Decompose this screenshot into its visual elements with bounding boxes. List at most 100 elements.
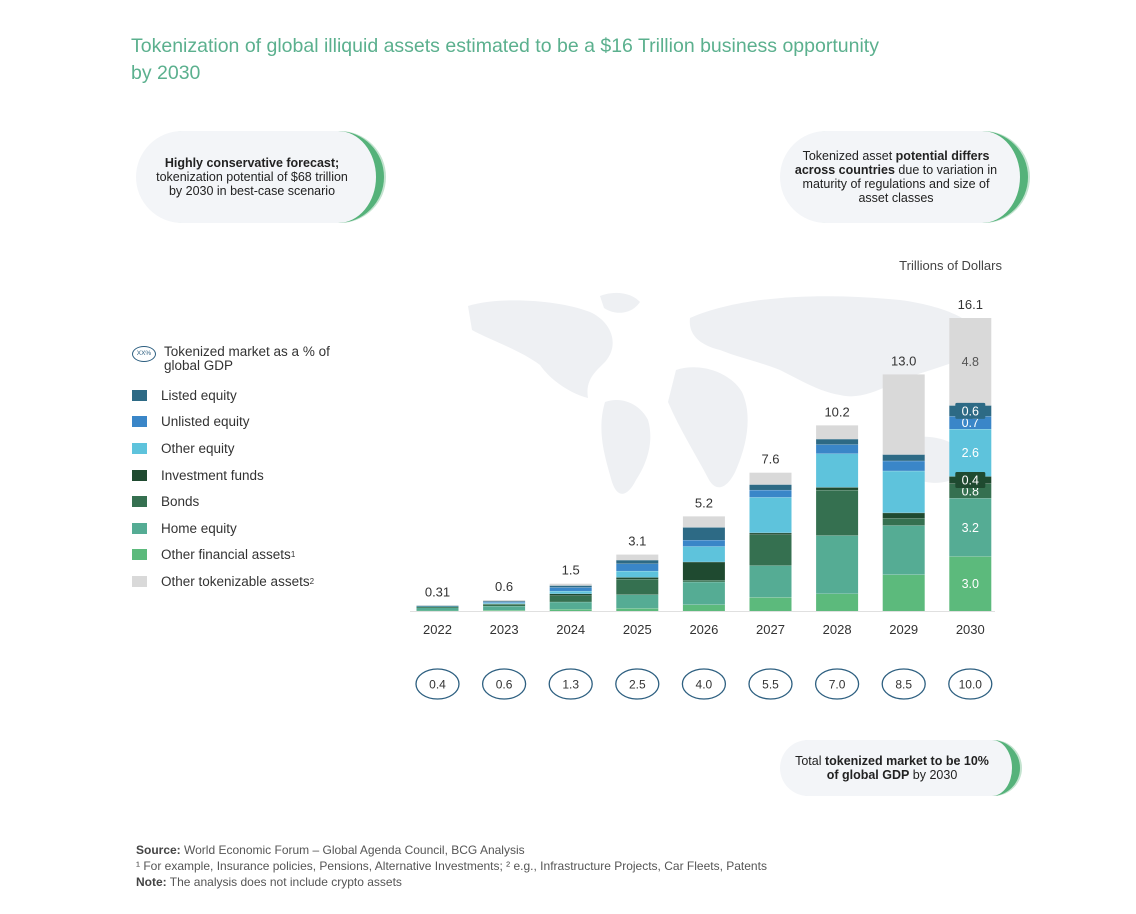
x-tick-label: 2030 bbox=[956, 622, 985, 637]
bar-segment bbox=[416, 606, 459, 608]
x-tick-label: 2025 bbox=[623, 622, 652, 637]
bar-segment bbox=[816, 489, 859, 536]
gdp-share-oval bbox=[681, 668, 727, 700]
bar-total-label: 5.2 bbox=[695, 495, 713, 510]
bar-total-label: 0.31 bbox=[425, 584, 450, 599]
gdp-share-oval bbox=[881, 668, 926, 700]
bar-segment bbox=[682, 527, 725, 541]
legend-label: Unlisted equity bbox=[161, 414, 250, 430]
bar-total-label: 1.5 bbox=[562, 563, 580, 578]
bar-total-label: 7.6 bbox=[761, 452, 779, 467]
bar-segment bbox=[749, 597, 792, 611]
bar-segment bbox=[549, 601, 592, 610]
bar-segment bbox=[483, 600, 526, 602]
bar-segment bbox=[682, 581, 725, 605]
legend-swatch bbox=[132, 549, 147, 561]
legend-footnote-marker: 2 bbox=[309, 576, 315, 586]
world-map-background bbox=[468, 292, 982, 494]
gdp-share-oval bbox=[481, 668, 527, 700]
labels-layer: 0.31 2022 0.4 0.6 2023 0.6 1.5 2024 1.3 3.1 2025 2.… bbox=[415, 297, 993, 700]
gdp-share-oval bbox=[748, 668, 793, 700]
bar-segment bbox=[483, 610, 526, 611]
bar-segment bbox=[616, 563, 659, 571]
legend-label: Listed equity bbox=[161, 387, 237, 403]
legend-gdp-label: Tokenized market as a % of global GDP bbox=[164, 344, 330, 373]
legend-label: Other tokenizable assets bbox=[161, 573, 310, 589]
units-label: Trillions of Dollars bbox=[899, 258, 1002, 273]
bar-segment bbox=[616, 594, 659, 609]
conservative-forecast-callout: Highly conservative forecast; tokenizati… bbox=[136, 131, 384, 223]
legend-swatch bbox=[132, 522, 147, 534]
legend-label: Investment funds bbox=[161, 467, 264, 483]
gdp-share-label: 0.4 bbox=[429, 678, 446, 692]
callout-bottom-text-1: Total bbox=[795, 754, 825, 768]
bar-total-label: 0.6 bbox=[495, 579, 513, 594]
bar-segment bbox=[483, 604, 526, 607]
note-line: Note: The analysis does not include cryp… bbox=[136, 874, 767, 890]
gdp-share-oval bbox=[814, 668, 860, 700]
bar-segment bbox=[416, 610, 459, 612]
bar-segment bbox=[682, 546, 725, 562]
bar-segment bbox=[416, 607, 459, 611]
bar-segment bbox=[816, 444, 859, 454]
legend-label: Other financial assets bbox=[161, 547, 291, 563]
bar-segment bbox=[949, 318, 992, 406]
bar-segment bbox=[416, 606, 459, 608]
legend-footnote-marker: 1 bbox=[290, 550, 296, 560]
gdp-share-label: 8.5 bbox=[895, 678, 912, 692]
legend-label: Home equity bbox=[161, 520, 237, 536]
bar-segment bbox=[882, 454, 925, 461]
source-line: Source: World Economic Forum – Global Ag… bbox=[136, 842, 767, 858]
bar-total-label: 16.1 bbox=[958, 297, 983, 312]
legend-item: Other tokenizable assets 2 bbox=[132, 568, 344, 595]
bar-segment bbox=[483, 606, 526, 611]
gdp-share-oval bbox=[415, 668, 460, 700]
bar-segment bbox=[682, 604, 725, 611]
bar-segment bbox=[416, 605, 459, 606]
legend-swatch bbox=[132, 469, 147, 481]
footnote-line: ¹ For example, Insurance policies, Pensi… bbox=[136, 859, 767, 873]
data-label: 3.2 bbox=[962, 521, 979, 535]
callout-bottom-bold: tokenized market to be 10% of global GDP bbox=[824, 754, 989, 782]
data-label-box bbox=[955, 471, 986, 488]
bar-segment bbox=[749, 565, 792, 598]
legend-label: Other equity bbox=[161, 440, 235, 456]
bar-segment bbox=[749, 484, 792, 490]
bar-segment bbox=[549, 585, 592, 588]
legend-swatch bbox=[132, 575, 147, 587]
bar-segment bbox=[749, 532, 792, 535]
data-label: 0.7 bbox=[962, 416, 979, 430]
callout-left-text: tokenization potential of $68 trillion b… bbox=[156, 170, 348, 198]
callout-right-bold: potential differs across countries bbox=[794, 149, 990, 177]
bar-segment bbox=[949, 416, 992, 430]
bar-segment bbox=[483, 600, 526, 601]
bar-segment bbox=[749, 534, 792, 566]
bar-segment bbox=[882, 470, 925, 513]
bar-segment bbox=[549, 583, 592, 586]
callout-bottom-text-2: by 2030 bbox=[909, 768, 958, 782]
x-tick-label: 2027 bbox=[756, 622, 785, 637]
bar-segment bbox=[882, 460, 925, 471]
gdp-share-label: 7.0 bbox=[829, 678, 846, 692]
bar-segment bbox=[416, 606, 459, 607]
bar-segment bbox=[816, 453, 859, 488]
legend-item: Investment funds bbox=[132, 462, 344, 489]
gdp-share-label: 4.0 bbox=[696, 678, 713, 692]
gdp-share-label: 10.0 bbox=[959, 678, 983, 692]
bar-segment bbox=[749, 472, 792, 485]
callout-left-bold: Highly conservative forecast; bbox=[164, 156, 340, 170]
gdp-share-label: 2.5 bbox=[629, 678, 646, 692]
legend: XX% Tokenized market as a % of global GD… bbox=[132, 345, 344, 595]
gdp-oval-icon: XX% bbox=[132, 346, 156, 362]
legend-item: Listed equity bbox=[132, 382, 344, 409]
data-label: 2.6 bbox=[962, 446, 979, 460]
legend-swatch bbox=[132, 416, 147, 428]
gdp-share-oval bbox=[615, 668, 660, 700]
bar-segment bbox=[816, 593, 859, 611]
bar-segment bbox=[882, 574, 925, 611]
bar-total-label: 10.2 bbox=[824, 404, 849, 419]
gdp-share-callout: Total tokenized market to be 10% of glob… bbox=[780, 740, 1020, 796]
gdp-share-oval bbox=[548, 668, 593, 700]
legend-items: Listed equity Unlisted equity Other equity… bbox=[132, 382, 344, 595]
